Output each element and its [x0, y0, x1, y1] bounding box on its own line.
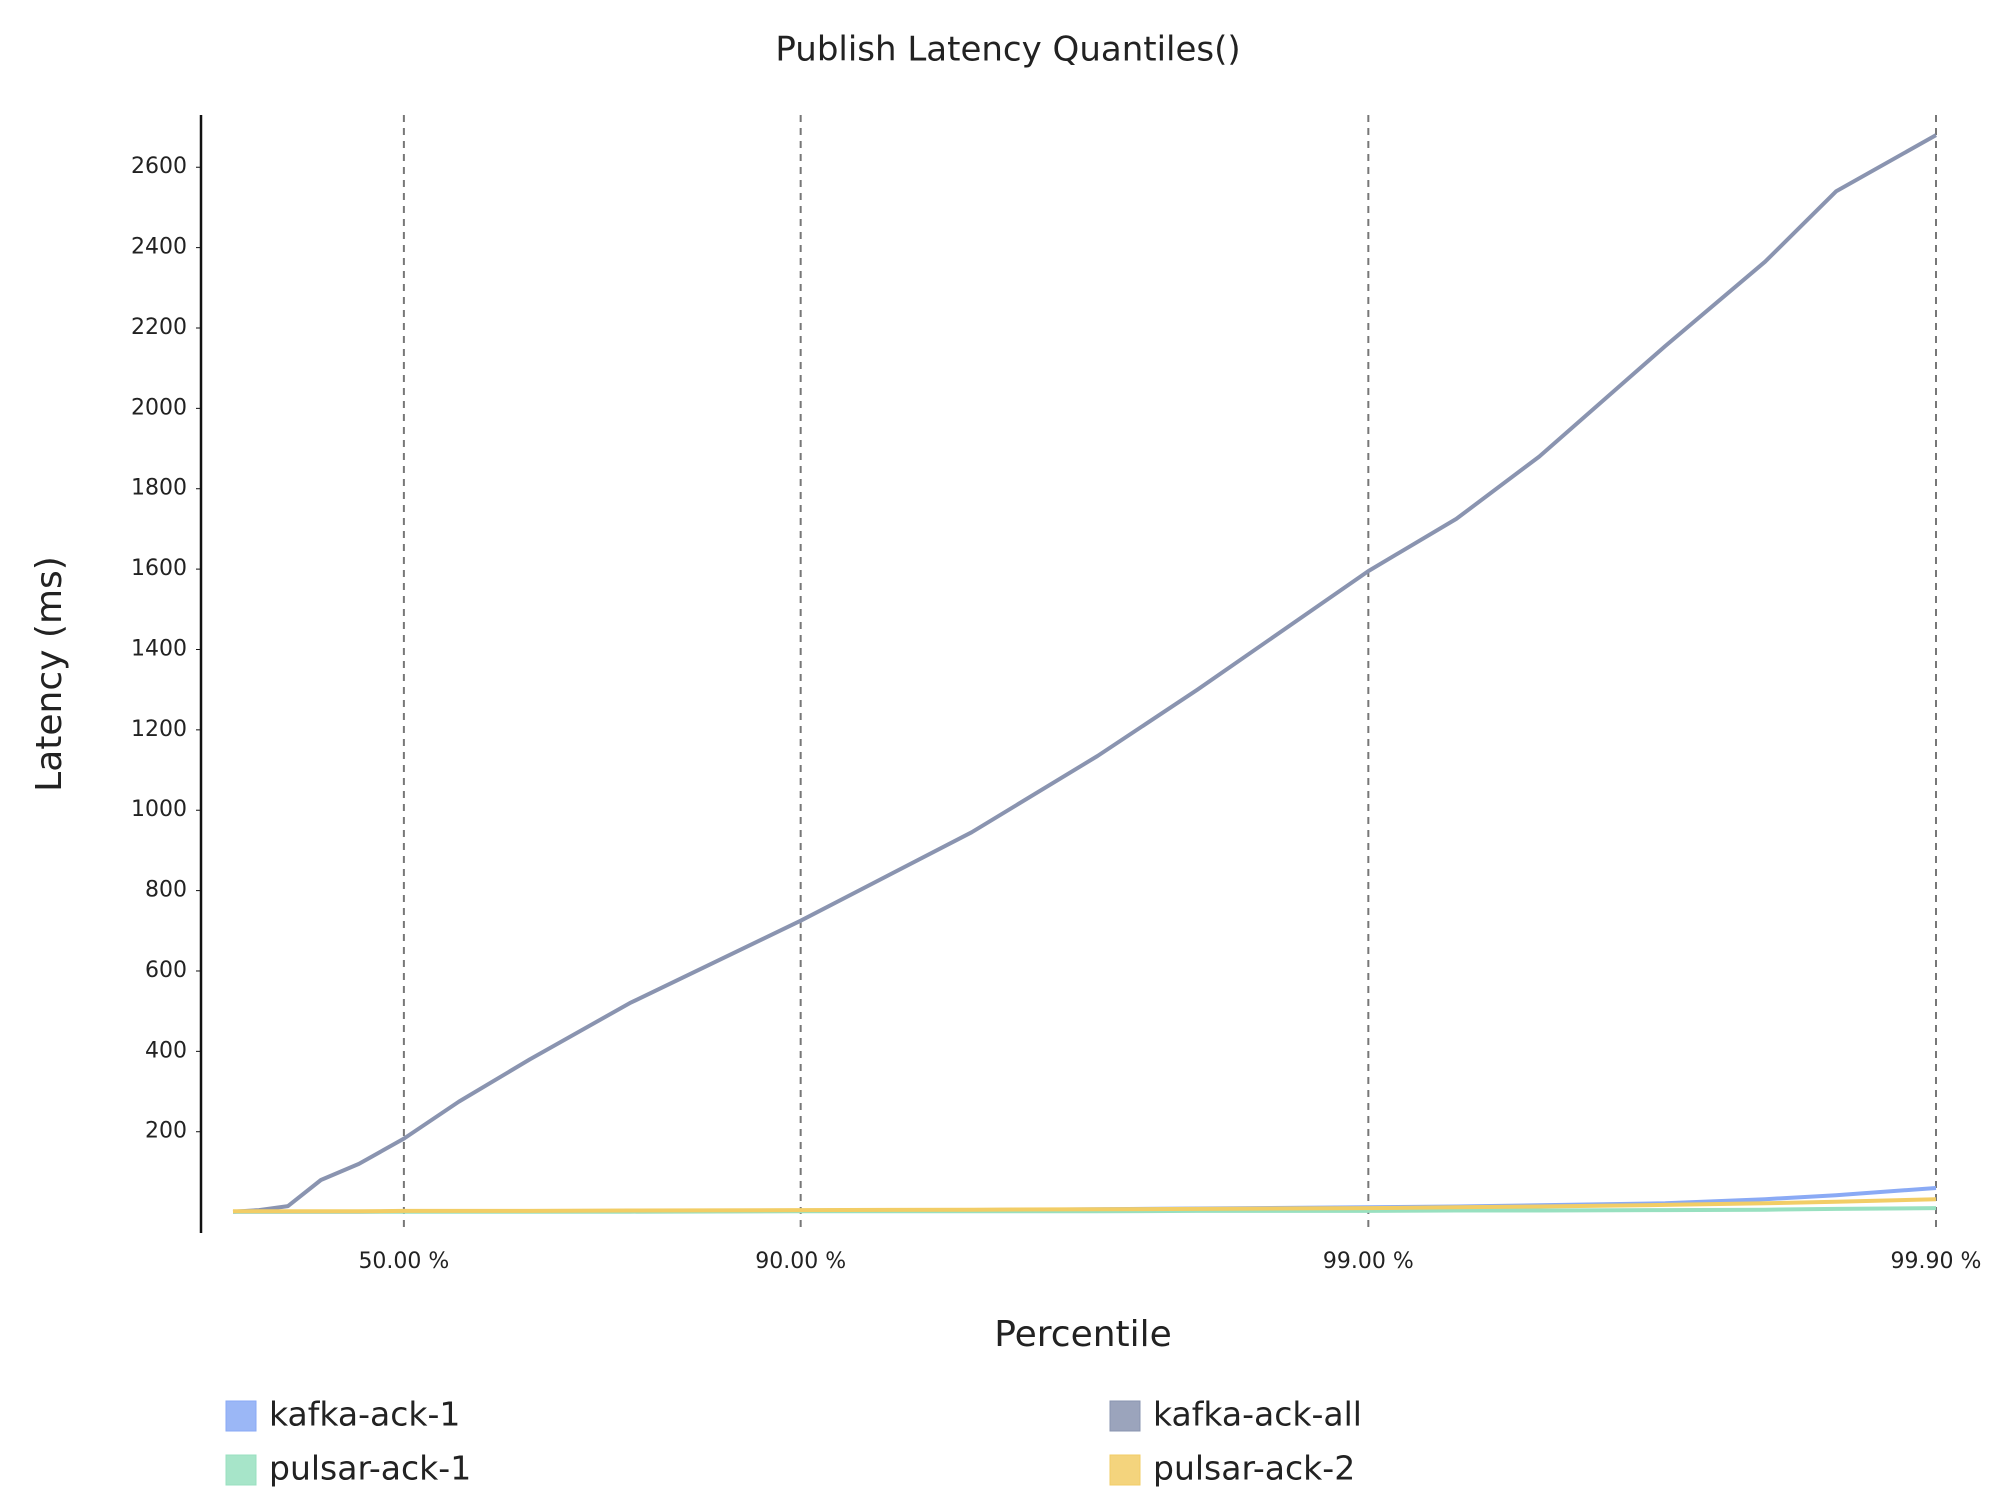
- y-tick-label: 1000: [131, 797, 187, 822]
- legend-swatch: [225, 1400, 257, 1432]
- legend-swatch: [1109, 1400, 1141, 1432]
- legend-label: kafka-ack-all: [1153, 1395, 1362, 1434]
- y-tick-label: 2600: [131, 154, 187, 179]
- x-axis-label: Percentile: [994, 1314, 1172, 1355]
- y-tick-label: 600: [145, 958, 187, 983]
- y-tick-label: 1600: [131, 556, 187, 581]
- x-tick-label: 50.00 %: [358, 1249, 449, 1274]
- series-line: [232, 133, 1937, 1214]
- series-line: [233, 1197, 1937, 1214]
- y-tick-label: 200: [145, 1119, 187, 1144]
- y-tick-label: 1800: [131, 476, 187, 501]
- legend-swatch: [225, 1454, 257, 1486]
- y-tick-label: 2400: [131, 235, 187, 260]
- legend-label: pulsar-ack-1: [269, 1449, 471, 1488]
- x-tick-label: 99.90 %: [1891, 1249, 1982, 1274]
- legend-swatch: [1109, 1454, 1141, 1486]
- y-tick-label: 2200: [131, 315, 187, 340]
- y-tick-label: 2000: [131, 395, 187, 420]
- y-tick-label: 400: [145, 1038, 187, 1063]
- x-tick-label: 90.00 %: [755, 1249, 846, 1274]
- legend-label: pulsar-ack-2: [1153, 1449, 1355, 1488]
- x-tick-label: 99.00 %: [1323, 1249, 1414, 1274]
- legend-label: kafka-ack-1: [269, 1395, 460, 1434]
- y-axis-label: Latency (ms): [29, 556, 70, 792]
- y-tick-label: 1200: [131, 717, 187, 742]
- y-tick-label: 1400: [131, 636, 187, 661]
- y-tick-label: 800: [145, 878, 187, 903]
- chart-title: Publish Latency Quantiles(): [775, 30, 1240, 70]
